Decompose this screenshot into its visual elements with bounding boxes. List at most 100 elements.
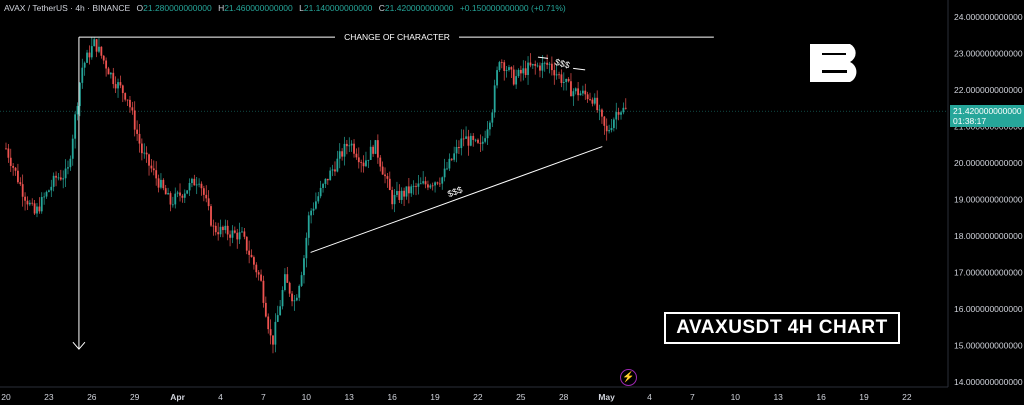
candle-body: [362, 162, 365, 167]
candle-body: [276, 315, 279, 322]
candle-body: [391, 190, 394, 205]
candle-body: [474, 139, 477, 141]
lightning-bolt-icon[interactable]: ⚡: [620, 369, 637, 386]
chart-header: AVAX / TetherUS · 4h · BINANCE O21.28000…: [4, 3, 566, 13]
candle-body: [434, 182, 436, 186]
candle-body: [491, 112, 494, 123]
annotations: CHANGE OF CHARACTER $$$ $$$: [72, 32, 714, 350]
price-axis[interactable]: 24.000000000000 23.000000000000 22.0000000…: [954, 12, 1023, 387]
candle-body: [78, 82, 81, 107]
candle-body: [403, 190, 405, 197]
candle-body: [479, 142, 482, 144]
candle-body: [143, 152, 146, 154]
candle-body: [498, 62, 501, 71]
time-tick-label: 20: [1, 392, 11, 402]
candle-body: [186, 190, 189, 194]
candle-body: [188, 182, 191, 191]
candle-body: [140, 143, 143, 154]
candle-body: [28, 202, 31, 205]
candle-body: [109, 72, 112, 75]
candle-body: [524, 68, 527, 75]
candle-body: [207, 198, 210, 207]
time-tick-label: 7: [261, 392, 266, 402]
candle-body: [453, 153, 456, 160]
candle-body: [38, 206, 41, 212]
candle-body: [107, 68, 110, 75]
candle-body: [169, 193, 172, 205]
candle-body: [481, 141, 484, 144]
candle-body: [560, 74, 563, 83]
candle-body: [531, 64, 534, 66]
time-tick-label: 4: [218, 392, 223, 402]
candle-body: [310, 210, 313, 216]
candle-body: [48, 190, 50, 192]
candle-body: [489, 122, 491, 130]
candle-body: [300, 275, 303, 286]
candle-body: [121, 85, 124, 94]
candle-body: [539, 65, 541, 71]
candle-body: [269, 329, 272, 336]
time-tick-label: 26: [87, 392, 97, 402]
candle-body: [131, 107, 134, 111]
candle-body: [95, 39, 98, 52]
candle-body: [40, 197, 43, 212]
candle-body: [21, 184, 24, 197]
candle-body: [415, 185, 417, 187]
candle-body: [412, 185, 415, 187]
current-price-value: 21.420000000000: [953, 106, 1022, 117]
candle-body: [171, 204, 174, 206]
candle-body: [334, 169, 336, 172]
candle-body: [250, 254, 253, 258]
symbol-label[interactable]: AVAX / TetherUS · 4h · BINANCE: [4, 3, 131, 13]
candle-body: [620, 112, 622, 115]
candle-body: [484, 138, 487, 142]
candle-body: [555, 74, 558, 76]
candle-body: [260, 274, 262, 281]
candle-body: [510, 67, 513, 70]
candle-body: [505, 70, 508, 71]
candle-body: [460, 138, 463, 149]
top-liquidity-label: $$$: [554, 57, 571, 71]
candle-body: [214, 225, 217, 233]
candle-body: [381, 166, 384, 175]
candle-body: [264, 302, 267, 317]
candle-body: [443, 168, 446, 178]
candle-body: [515, 76, 518, 85]
candle-body: [419, 183, 422, 185]
candle-body: [605, 125, 608, 132]
candle-body: [438, 183, 441, 185]
candle-body: [326, 178, 329, 181]
candle-body: [529, 62, 532, 66]
candle-body: [305, 237, 308, 259]
candle-body: [57, 177, 60, 179]
candle-body: [448, 158, 451, 169]
time-tick-label: 19: [859, 392, 869, 402]
candle-body: [565, 78, 568, 83]
candle-body: [31, 202, 34, 204]
candle-body: [136, 129, 139, 134]
choch-arrow-head: [72, 341, 86, 350]
candle-body: [133, 110, 136, 130]
candle-body: [67, 167, 69, 169]
candle-body: [446, 168, 448, 170]
candle-body: [365, 160, 367, 167]
candle-body: [624, 107, 627, 109]
candle-body: [343, 143, 346, 157]
candle-body: [164, 188, 167, 195]
candle-body: [603, 116, 606, 126]
time-axis[interactable]: 20 23 26 29 Apr 4 7 10 13 16 19 22 25 28 May 4 7 10 13 16 19…: [1, 392, 912, 402]
candle-body: [534, 64, 537, 66]
candle-body: [93, 39, 96, 47]
candle-body: [86, 52, 88, 63]
candle-body: [119, 82, 122, 86]
candle-body: [586, 94, 589, 100]
candle-body: [622, 107, 625, 113]
candle-body: [550, 63, 553, 71]
candle-body: [450, 158, 453, 160]
candle-body: [579, 93, 582, 96]
time-tick-label: 4: [647, 392, 652, 402]
candle-body: [360, 162, 363, 163]
candle-body: [405, 186, 408, 197]
time-tick-label: 16: [387, 392, 397, 402]
